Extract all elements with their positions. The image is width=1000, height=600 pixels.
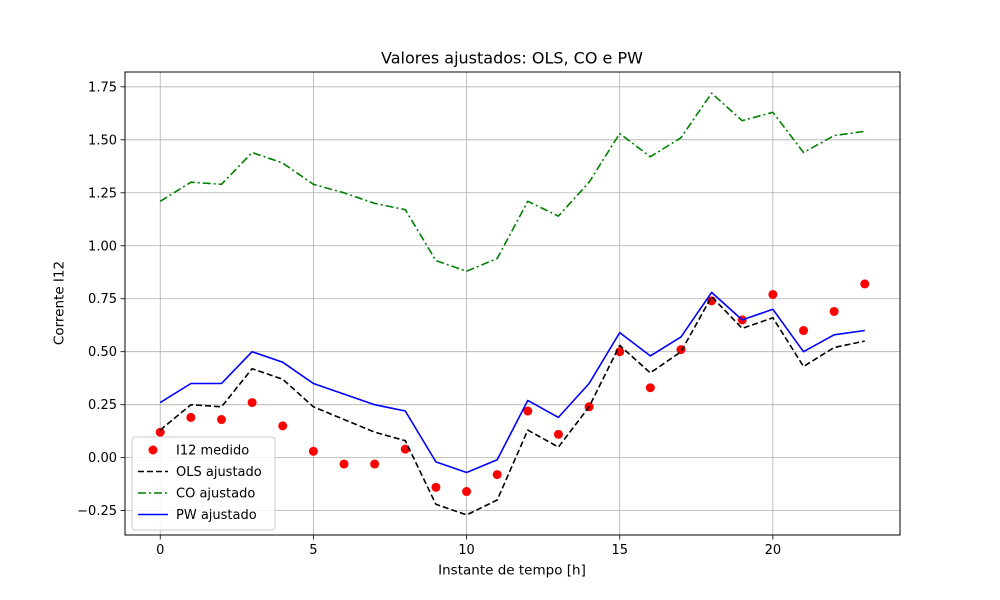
chart-title: Valores ajustados: OLS, CO e PW	[381, 49, 643, 68]
data-point	[308, 446, 318, 456]
x-tick-label: 15	[611, 543, 628, 558]
data-point	[339, 459, 349, 469]
legend-box	[131, 436, 276, 531]
legend-label: CO ajustado	[176, 487, 255, 502]
data-point	[431, 482, 441, 492]
y-tick-label: 0.00	[88, 451, 117, 466]
series-pw-ajustado	[159, 291, 865, 474]
legend-item: PW ajustado	[138, 508, 257, 523]
y-tick-label: 1.50	[88, 133, 117, 148]
x-tick-label: 20	[765, 543, 782, 558]
series-ols-ajustado	[159, 295, 865, 516]
x-axis-label: Instante de tempo [h]	[438, 563, 586, 579]
data-point	[799, 326, 809, 336]
data-point	[615, 347, 625, 357]
data-point	[186, 412, 196, 422]
x-axis: 0 5 10 15 20	[156, 535, 781, 558]
legend-label: I12 medido	[176, 444, 249, 459]
data-point	[860, 279, 870, 289]
series-i12-medido	[155, 279, 870, 497]
data-point	[247, 398, 257, 408]
data-point	[216, 415, 226, 425]
series-line	[159, 92, 865, 273]
data-point	[829, 306, 839, 316]
x-tick-label: 10	[458, 543, 475, 558]
y-axis-label: Corrente I12	[52, 261, 68, 345]
legend: I12 medido OLS ajustado CO ajustado PW ajus…	[131, 436, 276, 531]
data-point	[768, 289, 778, 299]
data-point	[462, 487, 472, 497]
x-tick-label: 5	[309, 543, 317, 558]
legend-item: OLS ajustado	[138, 465, 262, 480]
data-point	[155, 427, 165, 437]
y-axis: −0.25 0.00 0.25 0.50 0.75 1.00 1.25 1.50 1.75	[77, 80, 125, 519]
y-tick-label: 1.25	[88, 186, 117, 201]
legend-item: I12 medido	[148, 444, 249, 459]
data-point	[523, 406, 533, 416]
y-tick-label: 0.50	[88, 345, 117, 360]
data-point	[645, 383, 655, 393]
data-point	[370, 459, 380, 469]
x-tick-label: 0	[156, 543, 164, 558]
legend-marker	[148, 445, 158, 455]
series-co-ajustado	[159, 92, 865, 273]
plot-series	[155, 92, 870, 516]
y-tick-label: 0.75	[88, 292, 117, 307]
plot-frame	[124, 71, 901, 536]
legend-label: OLS ajustado	[176, 465, 262, 480]
data-point	[492, 470, 502, 480]
y-tick-label: −0.25	[77, 504, 117, 519]
series-line	[159, 291, 865, 474]
legend-item: CO ajustado	[138, 487, 255, 502]
y-tick-label: 0.25	[88, 398, 117, 413]
legend-label: PW ajustado	[176, 508, 257, 523]
series-line	[159, 295, 865, 516]
y-tick-label: 1.00	[88, 239, 117, 254]
data-point	[278, 421, 288, 431]
y-tick-label: 1.75	[88, 80, 117, 95]
data-point	[553, 429, 563, 439]
